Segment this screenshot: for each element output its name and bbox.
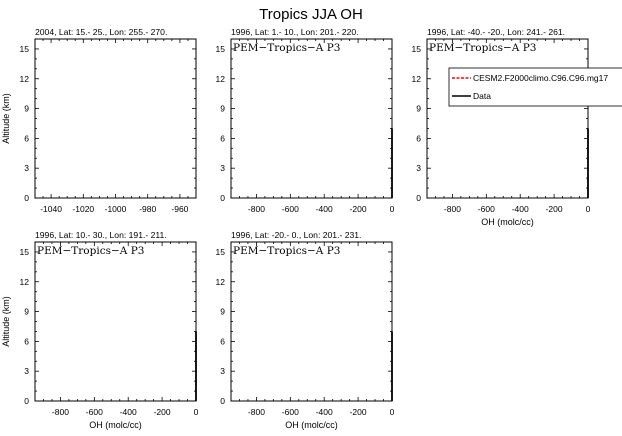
y-tick-label: 12: [216, 277, 226, 287]
x-tick-label: -200: [350, 407, 367, 417]
y-tick-label: 3: [220, 163, 225, 173]
chart-panel-4: 1996, Lat: 10.- 30., Lon: 191.- 211. 0 3 6 9…: [1, 230, 199, 430]
plot-frame: [230, 38, 393, 199]
panel-title: 1996, Lat: -20.- 0., Lon: 201.- 231.: [231, 230, 361, 240]
x-tick-label: -400: [512, 204, 529, 214]
y-tick-label: 6: [416, 133, 421, 143]
y-tick-label: 6: [24, 336, 29, 346]
chart-panel-1: 2004, Lat: 15.- 25., Lon: 255.- 270. 0 3 6 9…: [1, 27, 197, 214]
chart-panel-5: 1996, Lat: -20.- 0., Lon: 201.- 231. 0 3 6 9…: [216, 230, 395, 430]
figure-title: Tropics JJA OH: [259, 6, 363, 23]
y-tick-label: 15: [216, 44, 226, 54]
y-tick-label: 9: [416, 104, 421, 114]
legend-label: Data: [473, 91, 491, 101]
campaign-annotation: PEM−Tropics−A P3: [429, 42, 536, 54]
panel-title: 1996, Lat: 10.- 30., Lon: 191.- 211.: [35, 230, 167, 240]
panels: 2004, Lat: 15.- 25., Lon: 255.- 270. 0 3 6 9…: [1, 27, 622, 430]
x-axis-label: OH (molc/cc): [285, 420, 338, 430]
y-tick-label: 15: [412, 44, 422, 54]
legend-box: [448, 67, 622, 107]
x-axis-label: OH (molc/cc): [481, 217, 534, 227]
y-tick-label: 9: [220, 104, 225, 114]
x-tick-label: -800: [52, 407, 69, 417]
x-tick-label: -400: [316, 204, 333, 214]
legend: CESM2.F2000climo.C96.C96.mg17 Data: [448, 67, 622, 107]
y-tick-label: 3: [220, 366, 225, 376]
x-tick-label: -1020: [72, 204, 94, 214]
y-tick-label: 15: [20, 247, 30, 257]
y-tick-label: 6: [24, 133, 29, 143]
y-tick-label: 6: [220, 133, 225, 143]
y-tick-label: 9: [24, 307, 29, 317]
chart-panel-2: 1996, Lat: 1.- 10., Lon: 201.- 220. 0 3 6 9 1…: [216, 27, 395, 214]
y-tick-label: 3: [416, 163, 421, 173]
x-tick-label: -600: [282, 204, 299, 214]
x-tick-label: -800: [248, 204, 265, 214]
y-tick-label: 12: [20, 277, 30, 287]
y-tick-label: 9: [220, 307, 225, 317]
x-tick-label: -400: [316, 407, 333, 417]
y-axis-label: Altitude (km): [1, 93, 11, 144]
legend-label: CESM2.F2000climo.C96.C96.mg17: [473, 73, 608, 83]
x-tick-label: -980: [139, 204, 156, 214]
y-tick-label: 0: [220, 193, 225, 203]
plot-frame: [426, 38, 589, 199]
y-tick-label: 0: [24, 193, 29, 203]
chart-panel-3: 1996, Lat: -40.- -20., Lon: 241.- 261. 0 3…: [412, 27, 622, 227]
x-tick-label: 0: [586, 204, 591, 214]
y-tick-label: 3: [24, 163, 29, 173]
x-tick-label: -1040: [40, 204, 62, 214]
panel-title: 2004, Lat: 15.- 25., Lon: 255.- 270.: [35, 27, 167, 37]
x-tick-label: -200: [546, 204, 563, 214]
campaign-annotation: PEM−Tropics−A P3: [233, 42, 340, 54]
y-tick-label: 6: [220, 336, 225, 346]
y-axis-label: Altitude (km): [1, 296, 11, 347]
x-tick-label: -960: [171, 204, 188, 214]
x-tick-label: -200: [154, 407, 171, 417]
y-tick-label: 0: [416, 193, 421, 203]
x-tick-label: -1000: [105, 204, 127, 214]
y-tick-label: 0: [220, 396, 225, 406]
panel-title: 1996, Lat: -40.- -20., Lon: 241.- 261.: [427, 27, 565, 37]
campaign-annotation: PEM−Tropics−A P3: [233, 245, 340, 257]
x-tick-label: 0: [390, 407, 395, 417]
y-tick-label: 15: [20, 44, 30, 54]
plot-frame: [34, 38, 197, 199]
y-tick-label: 12: [412, 74, 422, 84]
x-tick-label: 0: [390, 204, 395, 214]
panel-title: 1996, Lat: 1.- 10., Lon: 201.- 220.: [231, 27, 359, 37]
plot-frame: [34, 241, 197, 402]
x-tick-label: -600: [282, 407, 299, 417]
x-tick-label: -400: [120, 407, 137, 417]
x-tick-label: -800: [444, 204, 461, 214]
x-tick-label: -600: [86, 407, 103, 417]
y-tick-label: 9: [24, 104, 29, 114]
y-tick-label: 3: [24, 366, 29, 376]
y-tick-label: 15: [216, 247, 226, 257]
y-tick-label: 12: [20, 74, 30, 84]
x-tick-label: 0: [194, 407, 199, 417]
x-axis-label: OH (molc/cc): [89, 420, 142, 430]
x-tick-label: -800: [248, 407, 265, 417]
y-tick-label: 12: [216, 74, 226, 84]
x-tick-label: -600: [478, 204, 495, 214]
y-tick-label: 0: [24, 396, 29, 406]
x-tick-label: -200: [350, 204, 367, 214]
campaign-annotation: PEM−Tropics−A P3: [37, 245, 144, 257]
plot-frame: [230, 241, 393, 402]
